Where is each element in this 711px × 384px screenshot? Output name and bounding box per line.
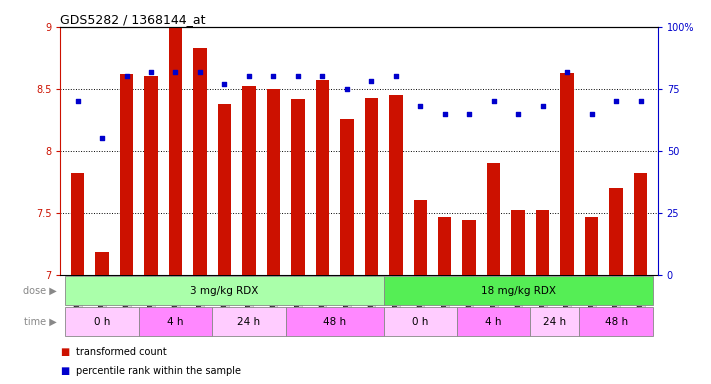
Point [562,68,573,74]
Bar [340,119,353,275]
Bar [212,307,286,336]
Bar [71,173,85,275]
Text: dose ▶: dose ▶ [23,286,57,296]
Bar [291,99,304,275]
Text: ■: ■ [60,366,70,376]
Bar [316,80,329,275]
Bar [65,307,139,336]
Bar [609,188,623,275]
Bar [560,73,574,275]
Text: 24 h: 24 h [543,317,567,327]
Bar [389,95,402,275]
Bar [579,307,653,336]
Point [537,103,548,109]
Text: 24 h: 24 h [237,317,260,327]
Bar [286,307,383,336]
Point [415,103,426,109]
Point [219,81,230,87]
Bar [383,276,653,305]
Point [316,73,328,79]
Text: 48 h: 48 h [604,317,628,327]
Text: 48 h: 48 h [323,317,346,327]
Point [439,111,450,117]
Point [513,111,524,117]
Bar [144,76,158,275]
Point [586,111,597,117]
Text: GDS5282 / 1368144_at: GDS5282 / 1368144_at [60,13,206,26]
Text: 4 h: 4 h [167,317,183,327]
Bar [95,253,109,275]
Text: 4 h: 4 h [486,317,502,327]
Bar [65,276,383,305]
Text: percentile rank within the sample: percentile rank within the sample [76,366,241,376]
Point [121,73,132,79]
Bar [462,220,476,275]
Bar [530,307,579,336]
Point [145,68,156,74]
Bar [365,98,378,275]
Point [341,86,353,92]
Bar [119,74,133,275]
Bar [438,217,451,275]
Point [365,78,377,84]
Text: 3 mg/kg RDX: 3 mg/kg RDX [191,286,259,296]
Bar [511,210,525,275]
Bar [193,48,207,275]
Text: 18 mg/kg RDX: 18 mg/kg RDX [481,286,556,296]
Point [72,98,83,104]
Point [170,68,181,74]
Point [610,98,621,104]
Text: time ▶: time ▶ [24,317,57,327]
Bar [242,86,256,275]
Text: 0 h: 0 h [94,317,110,327]
Point [635,98,646,104]
Bar [585,217,599,275]
Bar [536,210,550,275]
Point [292,73,304,79]
Point [194,68,205,74]
Point [268,73,279,79]
Text: 0 h: 0 h [412,317,429,327]
Point [488,98,499,104]
Point [97,136,108,142]
Bar [169,27,182,275]
Point [243,73,255,79]
Bar [139,307,212,336]
Bar [457,307,530,336]
Bar [414,200,427,275]
Text: ■: ■ [60,347,70,357]
Bar [218,104,231,275]
Bar [487,163,501,275]
Bar [634,173,647,275]
Point [390,73,402,79]
Bar [267,89,280,275]
Text: transformed count: transformed count [76,347,167,357]
Bar [383,307,457,336]
Point [464,111,475,117]
